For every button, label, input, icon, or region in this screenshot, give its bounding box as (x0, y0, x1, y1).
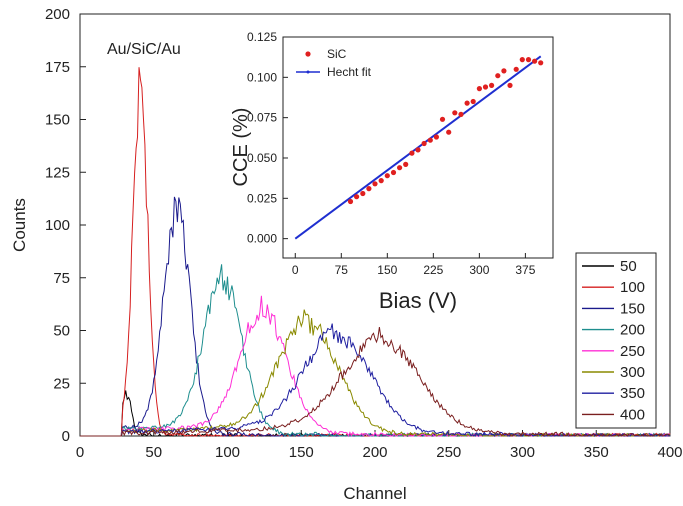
x-tick-label: 200 (362, 444, 387, 461)
inset-legend-label-fit: Hecht fit (327, 65, 372, 79)
inset-legend-label-sic: SiC (327, 47, 347, 61)
sic-data-point (427, 137, 433, 143)
x-tick-label: 400 (657, 444, 682, 461)
inset-tick-labels: 0 75 150 225 300 375 0.000 0.025 0.050 0.075 0.100… (247, 30, 536, 277)
inset-y-tick-label: 0.050 (247, 151, 277, 165)
inset-y-tick-label: 0.100 (247, 70, 277, 84)
inset-legend-items: SiC Hecht fit (296, 47, 372, 79)
inset-tick-marks (283, 36, 526, 258)
sic-data-point (538, 60, 544, 66)
sic-data-point (409, 150, 415, 156)
x-tick-label: 0 (76, 444, 84, 461)
inset-x-tick-label: 0 (292, 263, 299, 277)
inset-x-tick-label: 375 (515, 263, 535, 277)
x-tick-label: 100 (215, 444, 240, 461)
y-tick-label: 125 (45, 164, 70, 181)
inset-y-tick-label: 0.125 (247, 30, 277, 44)
inset-x-tick-label: 150 (377, 263, 397, 277)
sic-data-point (489, 82, 495, 88)
y-tick-label: 0 (62, 428, 70, 445)
x-tick-label: 150 (289, 444, 314, 461)
legend-label-400: 400 (620, 406, 645, 423)
inset-legend-swatch-sic (305, 51, 311, 57)
x-axis-title: Channel (343, 484, 406, 503)
sic-data-point (439, 116, 446, 122)
legend-label-200: 200 (620, 322, 645, 339)
legend-label-350: 350 (620, 385, 645, 402)
inset-chart: 0 75 150 225 300 375 0.000 0.025 0.050 0.075 0.100… (230, 30, 554, 313)
legend-label-100: 100 (620, 279, 645, 296)
inset-y-axis-title: CCE (%) (230, 108, 252, 187)
sic-data-point (433, 134, 439, 140)
inset-x-axis-title: Bias (V) (379, 288, 457, 313)
x-tick-label: 300 (510, 444, 535, 461)
inset-legend: SiC Hecht fit (296, 47, 372, 79)
legend-label-250: 250 (620, 343, 645, 360)
sic-data-point (397, 165, 403, 171)
inset-x-tick-label: 300 (469, 263, 489, 277)
legend-label-300: 300 (620, 364, 645, 381)
sic-data-point (470, 98, 476, 105)
y-tick-label: 175 (45, 59, 70, 76)
inset-series-group (294, 55, 544, 240)
sic-data-point (513, 66, 519, 72)
sic-data-point (476, 86, 482, 92)
sic-data-point (464, 100, 470, 106)
legend-label-50: 50 (620, 258, 637, 275)
main-tick-labels: 0 50 100 150 200 250 300 350 400 0 25 50 75 100 125 150… (45, 6, 683, 461)
y-tick-label: 50 (53, 323, 70, 340)
sic-data-point (347, 198, 354, 205)
main-legend-items: 50 100 150 200 250 300 350 400 (582, 258, 645, 423)
sic-data-point (415, 147, 421, 153)
sic-data-point (384, 173, 390, 179)
sic-data-point (495, 73, 501, 79)
series-line-400 (80, 327, 671, 438)
sic-data-point (452, 110, 458, 116)
inset-x-tick-label: 225 (423, 263, 443, 277)
y-tick-label: 200 (45, 6, 70, 23)
sic-data-point (390, 169, 397, 176)
x-tick-label: 50 (145, 444, 162, 461)
inset-y-tick-label: 0.025 (247, 191, 277, 205)
x-tick-label: 250 (436, 444, 461, 461)
inset-y-tick-label: 0.000 (247, 232, 277, 246)
y-tick-label: 25 (53, 375, 70, 392)
sic-data-point (519, 57, 525, 63)
sic-data-point (366, 186, 372, 192)
sic-data-point (501, 68, 507, 74)
sic-data-point (532, 58, 538, 64)
main-chart: 0 50 100 150 200 250 300 350 400 0 25 50 75 100 125 150… (10, 6, 683, 503)
main-legend-box (575, 252, 657, 429)
sic-data-point (372, 181, 378, 187)
y-tick-label: 100 (45, 217, 70, 234)
main-series-group (80, 67, 671, 438)
inset-x-tick-label: 75 (335, 263, 349, 277)
y-axis-title: Counts (10, 198, 29, 252)
sic-data-point (525, 57, 532, 63)
sic-data-point (403, 161, 409, 167)
inset-y-tick-label: 0.075 (247, 111, 277, 125)
sic-data-point (354, 194, 360, 200)
annotation-label: Au/SiC/Au (107, 41, 181, 58)
y-tick-label: 75 (53, 270, 70, 287)
sic-data-point (458, 111, 464, 117)
sic-data-point (507, 82, 513, 88)
main-legend: 50 100 150 200 250 300 350 400 (575, 252, 657, 429)
sic-data-point (378, 178, 384, 184)
inset-legend-swatch-fit-dot (306, 70, 310, 74)
sic-data-point (360, 190, 366, 197)
sic-data-point (421, 140, 427, 147)
y-tick-label: 150 (45, 112, 70, 129)
sic-data-point (482, 84, 489, 90)
sic-data-point (446, 129, 452, 135)
legend-label-150: 150 (620, 300, 645, 317)
x-tick-label: 350 (584, 444, 609, 461)
